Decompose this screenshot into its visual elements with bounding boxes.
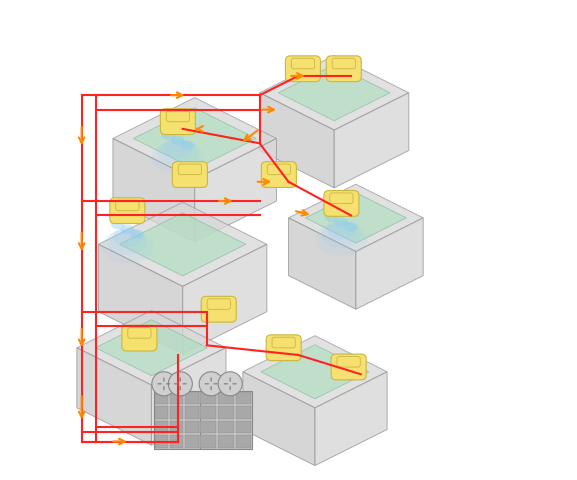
Ellipse shape (130, 230, 144, 239)
Polygon shape (119, 213, 246, 276)
Polygon shape (334, 94, 409, 188)
FancyBboxPatch shape (160, 109, 196, 135)
Bar (218, 421, 234, 433)
Bar (155, 435, 168, 448)
FancyBboxPatch shape (166, 112, 189, 122)
Polygon shape (96, 320, 207, 376)
Polygon shape (278, 66, 390, 121)
Circle shape (218, 372, 242, 396)
Bar (236, 421, 252, 433)
Bar (185, 392, 198, 405)
FancyBboxPatch shape (128, 328, 151, 338)
Ellipse shape (162, 132, 175, 141)
Polygon shape (113, 98, 276, 180)
Bar (155, 392, 168, 405)
Polygon shape (99, 203, 267, 287)
Bar (170, 392, 183, 405)
FancyBboxPatch shape (266, 335, 301, 361)
Polygon shape (77, 348, 151, 445)
Polygon shape (77, 311, 226, 385)
Bar (154, 391, 200, 449)
Ellipse shape (325, 213, 339, 222)
Ellipse shape (181, 141, 194, 150)
Ellipse shape (163, 139, 192, 158)
Bar (170, 435, 183, 448)
Polygon shape (315, 372, 387, 466)
Polygon shape (260, 94, 334, 188)
Bar (236, 435, 252, 448)
Bar (155, 407, 168, 419)
Ellipse shape (107, 229, 148, 256)
Bar (170, 421, 183, 433)
FancyBboxPatch shape (261, 162, 297, 188)
FancyBboxPatch shape (201, 297, 236, 323)
FancyBboxPatch shape (272, 337, 295, 348)
Polygon shape (288, 218, 356, 310)
Bar (218, 435, 234, 448)
Ellipse shape (158, 141, 198, 167)
Polygon shape (243, 336, 387, 408)
FancyBboxPatch shape (110, 198, 145, 224)
Bar (170, 407, 183, 419)
Polygon shape (194, 139, 276, 242)
Circle shape (168, 372, 192, 396)
Bar (218, 407, 234, 419)
FancyBboxPatch shape (122, 325, 157, 351)
FancyBboxPatch shape (291, 59, 314, 70)
Polygon shape (133, 108, 256, 170)
Polygon shape (183, 245, 267, 354)
Ellipse shape (113, 228, 142, 247)
Bar (236, 407, 252, 419)
Bar (236, 392, 252, 405)
FancyBboxPatch shape (267, 165, 291, 175)
Ellipse shape (121, 225, 134, 234)
Bar (185, 435, 198, 448)
Ellipse shape (151, 142, 204, 175)
Polygon shape (243, 372, 315, 466)
Bar (200, 421, 216, 433)
Bar (218, 392, 234, 405)
Ellipse shape (344, 223, 358, 232)
Ellipse shape (101, 230, 154, 264)
Ellipse shape (315, 223, 368, 257)
Polygon shape (113, 139, 194, 242)
FancyBboxPatch shape (332, 59, 355, 70)
Bar (185, 407, 198, 419)
Circle shape (152, 372, 176, 396)
Bar (155, 421, 168, 433)
Ellipse shape (111, 220, 125, 229)
Polygon shape (99, 245, 183, 354)
Circle shape (199, 372, 223, 396)
FancyBboxPatch shape (330, 193, 353, 204)
Bar (200, 391, 252, 449)
Polygon shape (305, 193, 406, 244)
Polygon shape (260, 57, 409, 131)
FancyBboxPatch shape (178, 165, 201, 175)
Ellipse shape (335, 218, 349, 227)
Ellipse shape (327, 221, 356, 240)
Polygon shape (151, 348, 226, 445)
Bar (200, 407, 216, 419)
Bar (200, 392, 216, 405)
FancyBboxPatch shape (286, 57, 320, 83)
Polygon shape (356, 218, 423, 310)
Bar (200, 435, 216, 448)
Ellipse shape (321, 222, 362, 249)
FancyBboxPatch shape (331, 354, 366, 380)
FancyBboxPatch shape (116, 201, 139, 211)
FancyBboxPatch shape (337, 357, 360, 367)
FancyBboxPatch shape (327, 57, 361, 83)
Polygon shape (261, 345, 369, 399)
Bar (185, 421, 198, 433)
FancyBboxPatch shape (324, 191, 359, 217)
Ellipse shape (171, 136, 185, 145)
FancyBboxPatch shape (173, 162, 207, 188)
Polygon shape (288, 185, 423, 252)
FancyBboxPatch shape (207, 299, 230, 310)
